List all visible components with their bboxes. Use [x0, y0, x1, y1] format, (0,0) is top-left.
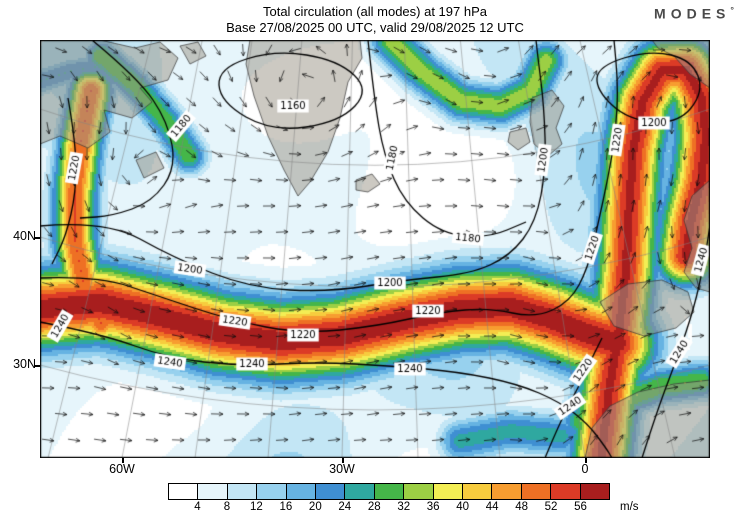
chart-title: Total circulation (all modes) at 197 hPa: [262, 4, 487, 19]
axis-tick: [342, 458, 344, 463]
modes-logo-text: MODES: [654, 5, 731, 22]
colorbar-cell: [345, 484, 375, 499]
colorbar-cell: [433, 484, 464, 499]
colorbar-cell: [286, 484, 317, 499]
colorbar-cell: [551, 484, 581, 499]
colorbar-tick-label: 12: [249, 501, 263, 513]
weather-map-canvas: [40, 40, 710, 458]
axis-tick: [122, 458, 124, 463]
colorbar-cell: [227, 484, 258, 499]
colorbar-tick-label: 36: [426, 501, 440, 513]
axis-tick: [585, 458, 587, 463]
colorbar-tick-label: 48: [515, 501, 528, 513]
colorbar: [168, 483, 610, 500]
axis-tick: [35, 365, 40, 367]
colorbar-tick-label: 4: [194, 501, 201, 513]
colorbar-cell: [463, 484, 493, 499]
colorbar-tick-labels: 4 8 12 16 20 24 28 32 36 40 44 48 52 56: [168, 501, 610, 515]
lon-label-60w: 60W: [109, 462, 135, 476]
axis-tick: [35, 237, 40, 239]
colorbar-cell: [404, 484, 434, 499]
modes-logo-degree: °: [730, 5, 734, 15]
colorbar-cell: [492, 484, 522, 499]
colorbar-unit-label: m/s: [620, 501, 639, 513]
colorbar-tick-label: 24: [338, 501, 352, 513]
colorbar-cell: [316, 484, 346, 499]
lon-label-0: 0: [581, 462, 589, 476]
colorbar-tick-label: 44: [485, 501, 499, 513]
modes-logo: MODES°: [654, 5, 734, 22]
colorbar-tick-label: 56: [574, 501, 587, 513]
colorbar-tick-label: 16: [279, 501, 293, 513]
colorbar-tick-label: 32: [397, 501, 411, 513]
colorbar-tick-label: 8: [223, 501, 231, 513]
map-area: [40, 40, 710, 458]
colorbar-cell: [580, 484, 610, 499]
colorbar-tick-label: 28: [367, 501, 381, 513]
chart-subtitle: Base 27/08/2025 00 UTC, valid 29/08/2025…: [226, 20, 524, 35]
lat-label-30n: 30N: [13, 357, 36, 371]
colorbar-tick-label: 20: [308, 501, 322, 513]
colorbar-tick-label: 40: [456, 501, 470, 513]
colorbar-cell: [374, 484, 405, 499]
colorbar-cell: [198, 484, 228, 499]
lat-label-40n: 40N: [13, 229, 36, 243]
colorbar-cell: [169, 484, 199, 499]
colorbar-cell: [257, 484, 287, 499]
colorbar-tick-label: 52: [544, 501, 558, 513]
lon-label-30w: 30W: [329, 462, 355, 476]
colorbar-cell: [521, 484, 552, 499]
